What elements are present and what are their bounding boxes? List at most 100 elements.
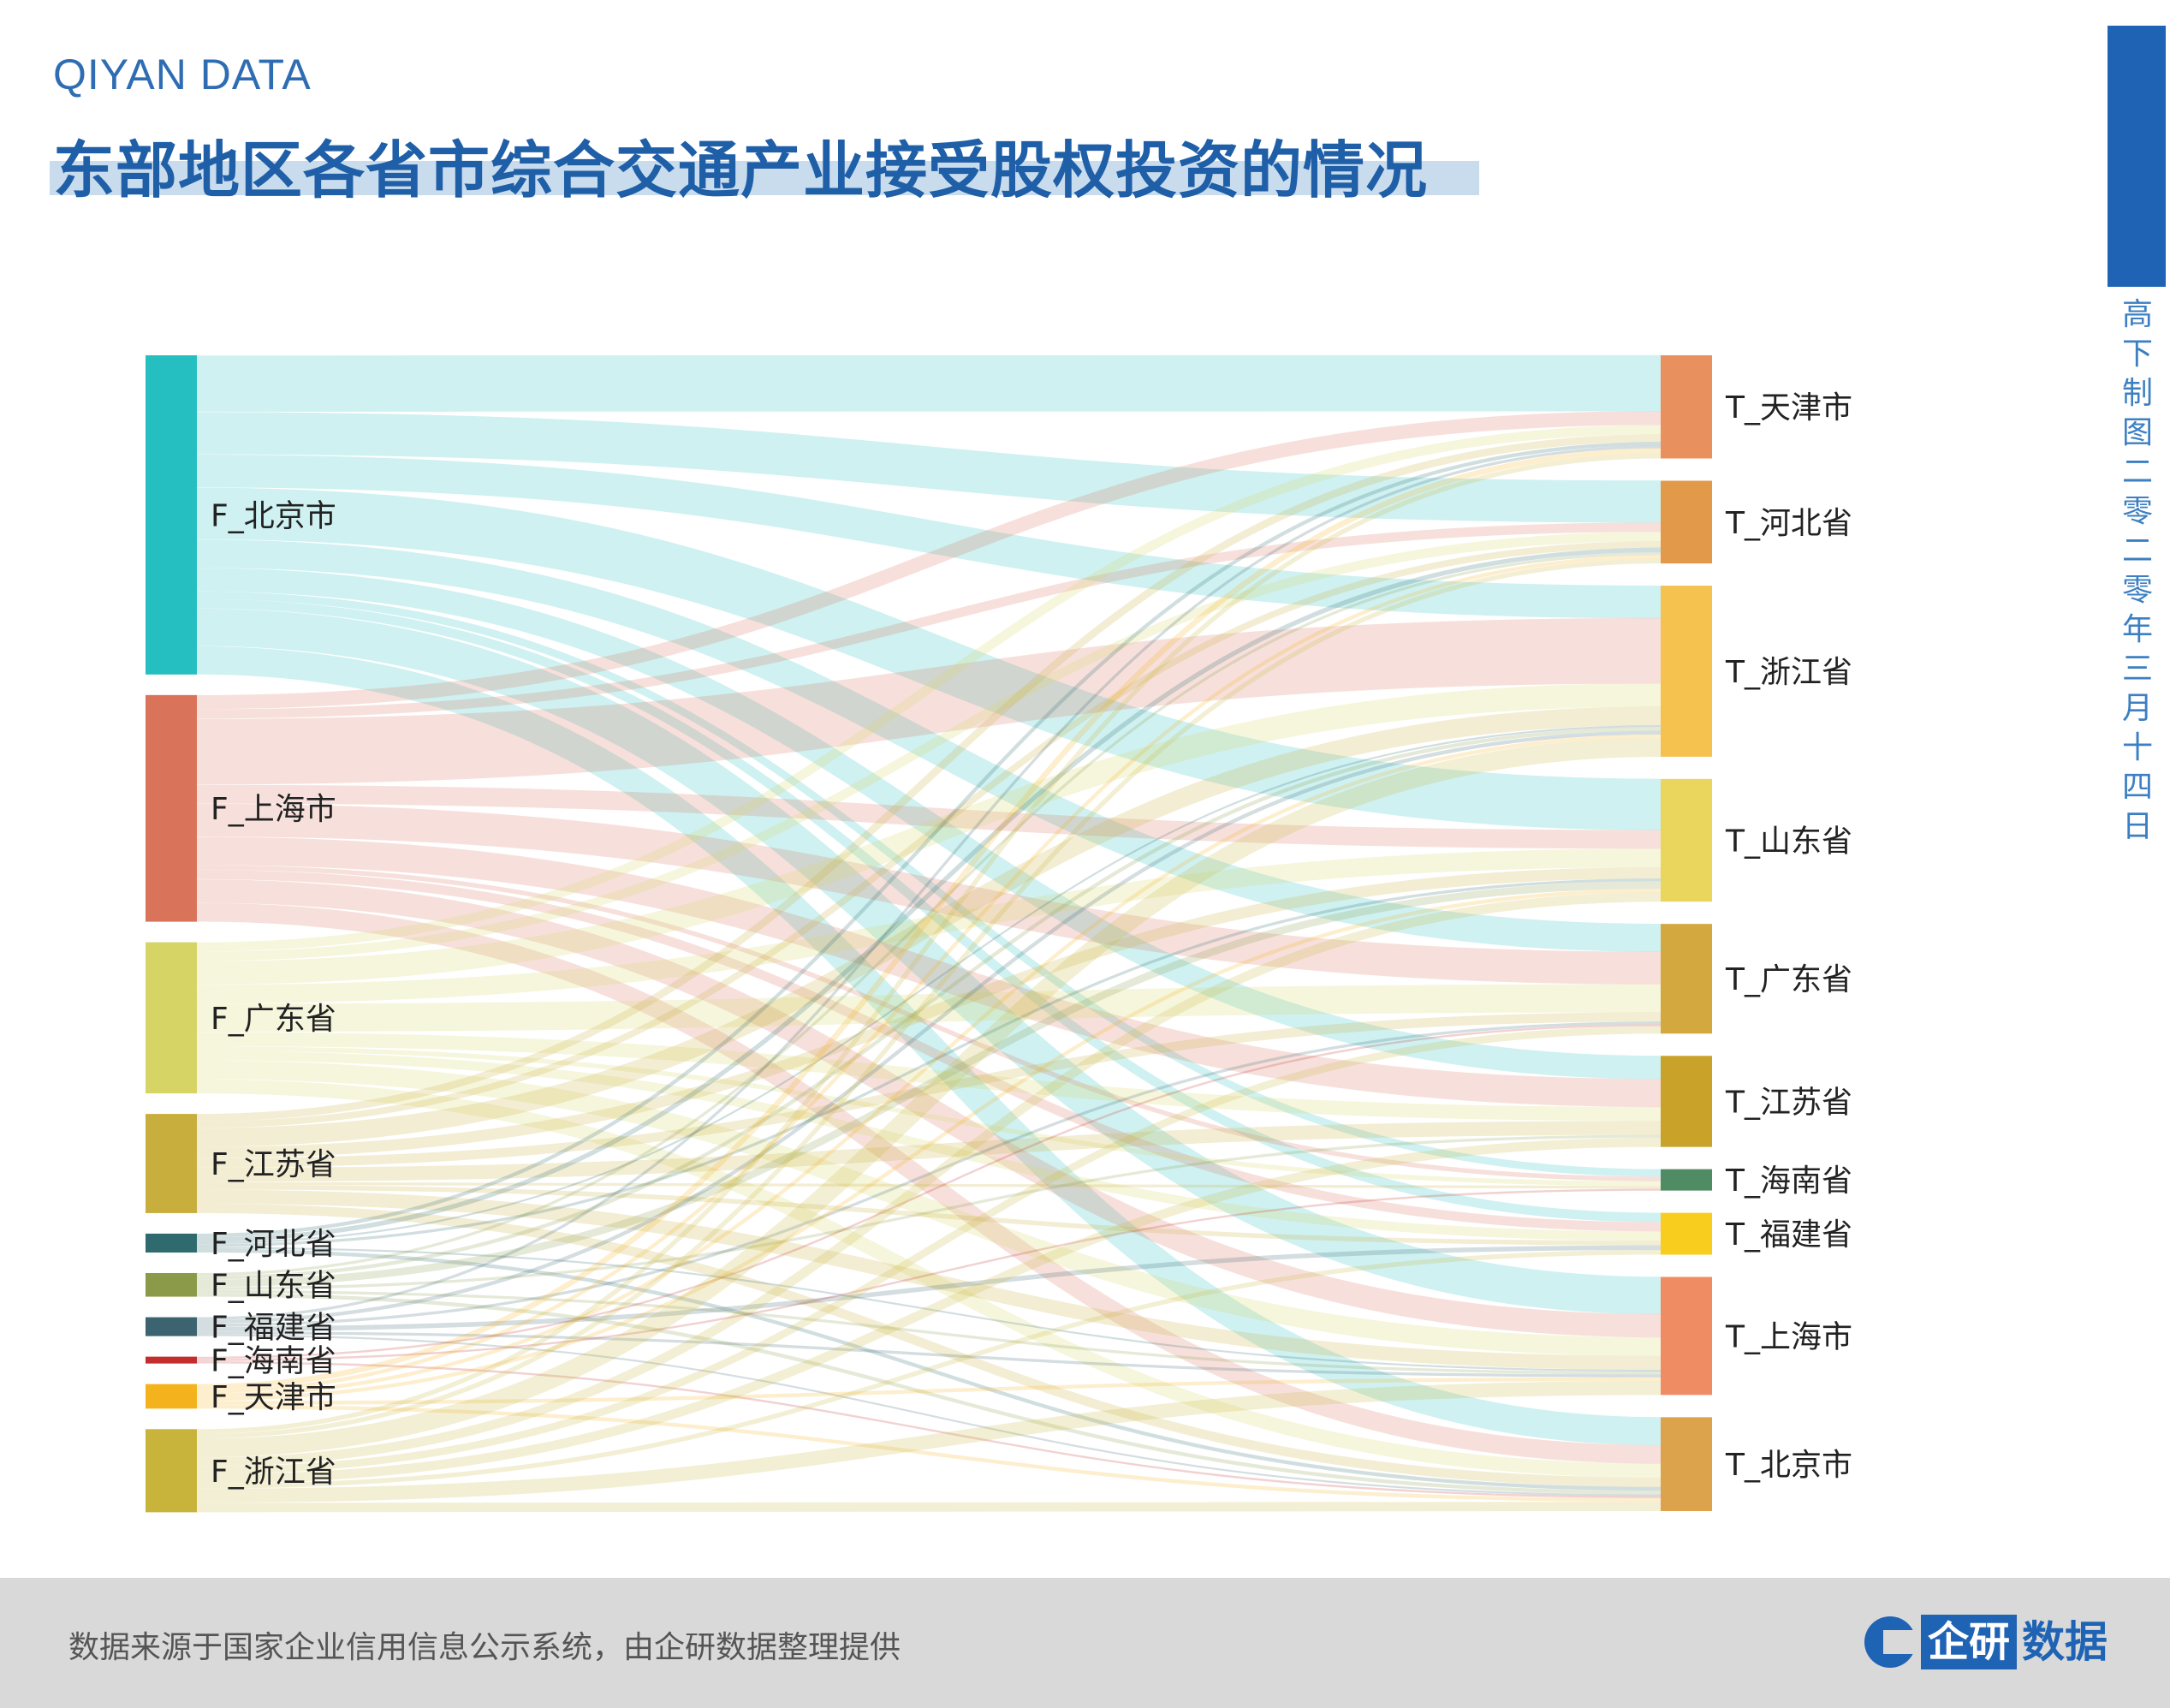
sankey-link: [196, 1045, 1662, 1187]
sankey-link: [196, 869, 1662, 1232]
sankey-link: [196, 1289, 1662, 1375]
source-note: 数据来源于国家企业信用信息公示系统，由企研数据整理提供: [68, 1630, 901, 1665]
sankey-link: [196, 1024, 1662, 1360]
sankey-node: [146, 694, 197, 922]
sankey-node: [1661, 1212, 1712, 1255]
sankey-labels: F_北京市 F_上海市 F_广东省 F_江苏省 F_河北省 F_山东省 F_福建省F_海南省…: [211, 390, 1852, 1490]
sankey-link: [196, 555, 1662, 1394]
sankey-node: [146, 1429, 197, 1513]
sankey-link: [196, 558, 1662, 1439]
sankey-node: [1661, 1417, 1712, 1511]
sankey-link: [196, 1137, 1662, 1485]
sankey-node: [146, 1356, 197, 1364]
sankey-link: [196, 1032, 1662, 1122]
sankey-node-label: T_北京市: [1725, 1448, 1852, 1483]
sankey-link: [196, 1293, 1662, 1495]
sankey-link: [196, 608, 1662, 1315]
sankey-node-label: F_天津市: [211, 1380, 336, 1415]
sankey-link: [196, 412, 1662, 523]
sankey-link: [196, 706, 1662, 1147]
sankey-node: [1661, 778, 1712, 902]
sankey-node: [146, 1317, 197, 1336]
sankey-link: [196, 411, 1662, 710]
sankey-link: [196, 1502, 1662, 1513]
sankey-link: [196, 734, 1662, 1398]
title-underline-bar: [50, 161, 1479, 195]
sankey-link: [196, 1381, 1662, 1503]
sankey-link: [196, 1188, 1662, 1361]
sankey-node-label: F_河北省: [211, 1227, 336, 1262]
sankey-node-label: T_山东省: [1725, 824, 1852, 859]
logo-c-icon: [1864, 1616, 1916, 1668]
sankey-link: [196, 1181, 1662, 1189]
sankey-link: [196, 784, 1662, 849]
sankey-link: [196, 1377, 1662, 1405]
sankey-link: [196, 888, 1662, 1402]
sankey-node: [146, 1384, 197, 1409]
sankey-link: [196, 591, 1662, 1177]
sankey-node: [146, 355, 197, 675]
sankey-link: [196, 552, 1662, 1277]
footer: 数据来源于国家企业信用信息公示系统，由企研数据整理提供 企研 数据: [0, 1578, 2170, 1708]
sankey-link: [196, 547, 1662, 1242]
sankey-node: [146, 1114, 197, 1213]
sankey-link: [196, 1012, 1662, 1168]
sankey-link: [196, 1334, 1662, 1497]
sankey-link: [196, 617, 1662, 785]
sankey-link: [196, 487, 1662, 830]
page-title: 东部地区各省市综合交通产业接受股权投资的情况: [53, 134, 1429, 206]
sankey-node: [1661, 1056, 1712, 1147]
sankey-link: [196, 1079, 1662, 1478]
sankey-node: [1661, 355, 1712, 459]
sankey-link: [196, 598, 1662, 1223]
sankey-nodes: [146, 355, 1712, 1513]
sankey-link: [196, 730, 1662, 1324]
sankey-link: [196, 836, 1662, 1108]
sankey-node-label: F_江苏省: [211, 1147, 336, 1182]
sankey-link: [196, 1404, 1662, 1503]
sankey-link: [196, 1060, 1662, 1356]
sankey-link: [196, 539, 1662, 952]
sankey-link: [196, 727, 1662, 1280]
sankey-link: [196, 879, 1662, 1338]
sankey-link: [196, 865, 1662, 1181]
sankey-link: [196, 434, 1662, 1122]
sankey-link: [196, 1134, 1662, 1290]
sankey-link: [196, 454, 1662, 619]
sankey-link: [196, 1331, 1662, 1378]
side-tab: [2108, 26, 2166, 287]
sankey-link: [196, 532, 1662, 961]
brand-label: QIYAN DATA: [53, 51, 312, 98]
sankey-link: [196, 441, 1662, 1238]
sankey-link: [196, 892, 1662, 1467]
sankey-node: [1661, 1169, 1712, 1191]
sankey-links: [196, 354, 1662, 1513]
sankey-link: [196, 568, 1662, 1080]
sankey-link: [196, 1050, 1662, 1241]
sankey-link: [196, 682, 1662, 985]
sankey-node: [1661, 586, 1712, 757]
sankey-node: [1661, 1277, 1712, 1396]
sankey-link: [196, 1121, 1662, 1182]
sankey-node-label: T_浙江省: [1725, 655, 1852, 690]
sankey-link: [196, 1189, 1662, 1371]
logo-text: 数据: [2022, 1617, 2108, 1667]
sankey-node-label: F_上海市: [211, 792, 336, 827]
sankey-node-label: F_广东省: [211, 1002, 336, 1037]
sankey-link: [196, 1026, 1662, 1475]
sankey-link: [196, 881, 1662, 1288]
side-date-text: 高下制图 二零二零年三月十四日: [2121, 297, 2153, 844]
sankey-link: [196, 848, 1662, 1004]
sankey-link: [196, 454, 1662, 1434]
sankey-link: [196, 902, 1662, 1464]
sankey-link: [196, 866, 1662, 1158]
sankey-link: [196, 1248, 1662, 1491]
sankey-link: [196, 448, 1662, 1390]
sankey-link: [196, 724, 1662, 1245]
sankey-link: [196, 1184, 1662, 1246]
sankey-node-label: T_上海市: [1725, 1319, 1852, 1354]
sankey-link: [196, 445, 1662, 1320]
sankey-link: [196, 1361, 1662, 1498]
sankey-node: [146, 1233, 197, 1253]
sankey-node-label: F_浙江省: [211, 1455, 336, 1490]
